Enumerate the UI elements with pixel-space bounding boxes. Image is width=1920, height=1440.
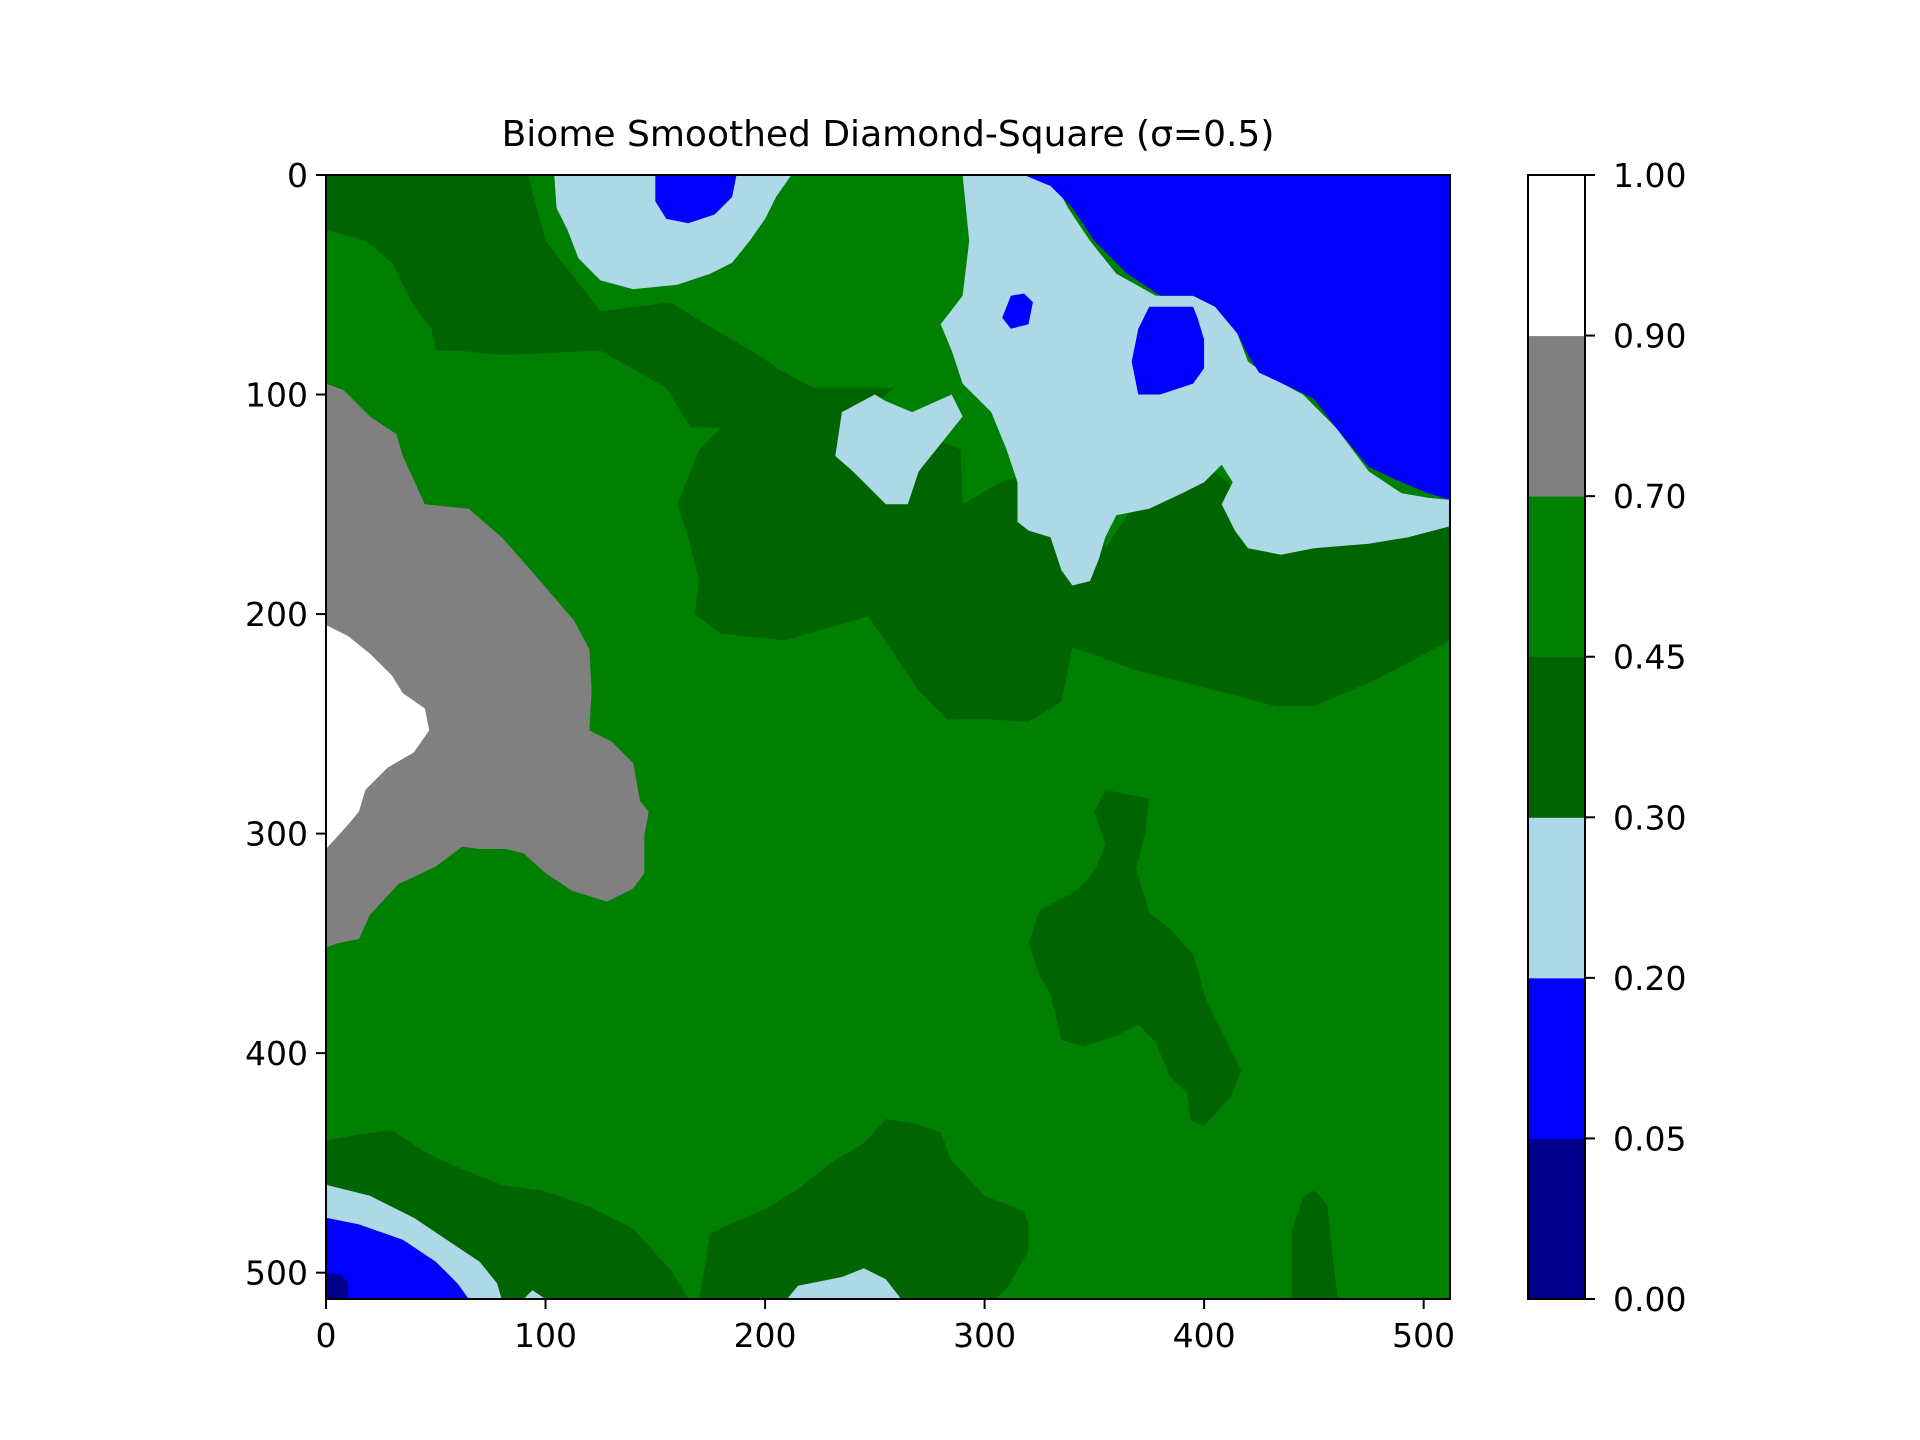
heatmap-region-18 xyxy=(523,1290,546,1299)
heatmap-region-16 xyxy=(326,1272,348,1299)
x-tick-label: 200 xyxy=(734,1316,797,1355)
y-tick-label: 200 xyxy=(245,595,308,634)
y-tick-label: 500 xyxy=(245,1254,308,1293)
colorbar-segment xyxy=(1528,175,1585,337)
heatmap-region-7 xyxy=(554,175,792,290)
heatmap-region-13 xyxy=(835,394,963,505)
y-axis: 0 100 200 300 400 500 xyxy=(245,156,326,1293)
colorbar-tick-label: 0.00 xyxy=(1613,1280,1686,1319)
heatmap-region-11 xyxy=(1002,293,1033,329)
x-axis: 0 100 200 300 400 500 xyxy=(316,1299,1455,1355)
colorbar-segment xyxy=(1528,817,1585,979)
colorbar-frame xyxy=(1527,174,1586,1300)
colorbar-segment xyxy=(1528,656,1585,818)
x-tick-label: 300 xyxy=(953,1316,1016,1355)
chart-title: Biome Smoothed Diamond-Square (σ=0.5) xyxy=(502,114,1275,155)
colorbar-tick-label: 0.30 xyxy=(1613,798,1686,837)
colorbar-segment xyxy=(1528,977,1585,1139)
x-tick-label: 100 xyxy=(514,1316,577,1355)
heatmap-plot-area xyxy=(326,175,1450,1299)
x-tick-label: 500 xyxy=(1392,1316,1455,1355)
colorbar-tick-label: 0.45 xyxy=(1613,638,1686,677)
colorbar-tick-label: 0.90 xyxy=(1613,317,1686,356)
heatmap-region-1 xyxy=(1028,789,1242,1126)
colorbar-segment xyxy=(1528,496,1585,658)
heatmap-region-5 xyxy=(326,383,649,948)
heatmap-region-6 xyxy=(326,625,430,849)
colorbar-segment xyxy=(1528,335,1585,497)
colorbar-tick-label: 1.00 xyxy=(1613,156,1686,195)
heatmap-region-15 xyxy=(326,1217,469,1299)
heatmap-region-3 xyxy=(699,1119,1029,1299)
y-tick-label: 0 xyxy=(287,156,308,195)
x-tick-label: 0 xyxy=(316,1316,337,1355)
colorbar-tick-label: 0.05 xyxy=(1613,1119,1686,1158)
y-tick-label: 300 xyxy=(245,815,308,854)
heatmap-regions xyxy=(326,175,1450,1299)
x-tick-label: 400 xyxy=(1173,1316,1236,1355)
heatmap-region-10 xyxy=(1024,175,1450,500)
heatmap-region-8 xyxy=(655,175,737,224)
y-tick-label: 400 xyxy=(245,1034,308,1073)
heatmap-region-17 xyxy=(787,1268,902,1299)
heatmap-region-12 xyxy=(1131,306,1205,395)
colorbar-segment xyxy=(1528,1138,1585,1300)
colorbar: 0.00 0.05 0.20 0.30 0.45 0.70 0.90 1.00 xyxy=(1527,156,1686,1319)
colorbar-tick-label: 0.20 xyxy=(1613,959,1686,998)
y-tick-label: 100 xyxy=(245,376,308,415)
heatmap-region-4 xyxy=(1291,1189,1338,1299)
colorbar-tick-label: 0.70 xyxy=(1613,477,1686,516)
plot-frame xyxy=(325,174,1451,1300)
